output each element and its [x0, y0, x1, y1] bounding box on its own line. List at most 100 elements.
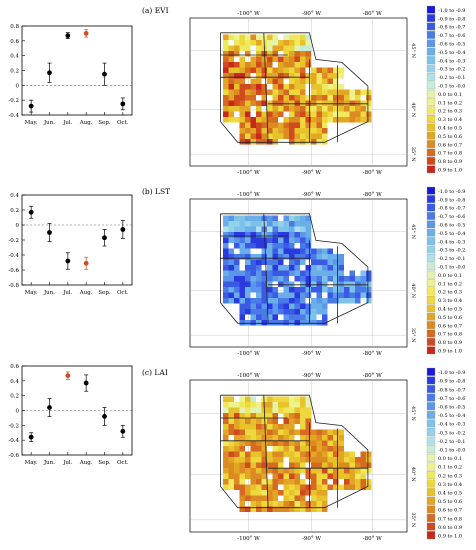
map-cell [283, 34, 289, 40]
map-cell [250, 281, 256, 287]
map-cell [300, 95, 306, 101]
map-cell [239, 451, 245, 457]
map-cell [267, 418, 273, 424]
map-cell [256, 440, 262, 446]
map-cell [261, 484, 267, 490]
map-cell [327, 484, 333, 490]
map-cell [223, 95, 229, 101]
map-cell [283, 495, 289, 501]
map-cell [261, 259, 267, 265]
map-cell [360, 468, 366, 474]
map-cell [278, 128, 284, 134]
map-cell [234, 473, 240, 479]
map-cell [223, 265, 229, 271]
map-cell [305, 111, 311, 117]
map-cell [316, 479, 322, 485]
map-cell [322, 495, 328, 501]
map-cell [355, 484, 361, 490]
map-cell [239, 479, 245, 485]
map-cell [278, 303, 284, 309]
data-point [47, 230, 52, 235]
map-cell [256, 265, 262, 271]
map-cell [223, 78, 229, 84]
legend-swatch [426, 402, 436, 411]
map-cell [283, 84, 289, 90]
map-cell [311, 451, 317, 457]
map-cell [289, 462, 295, 468]
map-cell [366, 484, 372, 490]
map-cell [234, 402, 240, 408]
map-cell [283, 451, 289, 457]
y-tick-label: 0.4 [10, 54, 19, 60]
map-cell [294, 254, 300, 260]
map-cell [333, 479, 339, 485]
map-cell [283, 226, 289, 232]
map-cell [305, 243, 311, 249]
map-cell [245, 270, 251, 276]
map-cell [305, 95, 311, 101]
legend-swatch [426, 346, 436, 355]
map-cell [322, 287, 328, 293]
map-cell [289, 40, 295, 46]
map-cell [305, 429, 311, 435]
map-cell [261, 122, 267, 128]
map-cell [267, 106, 273, 112]
map-cell [228, 84, 234, 90]
map-cell [316, 248, 322, 254]
map-cell [300, 396, 306, 402]
lon-label-bottom: -100° W [237, 536, 260, 542]
map-cell [278, 243, 284, 249]
y-tick-label: 0.2 [10, 394, 19, 400]
map-cell [294, 451, 300, 457]
map-cell [300, 117, 306, 123]
map-cell [311, 287, 317, 293]
map-cell [311, 248, 317, 254]
map-cell [294, 309, 300, 315]
map-cell [327, 117, 333, 123]
legend-label: -0.9 to -0.8 [438, 16, 465, 22]
map-cell [283, 418, 289, 424]
map-cell [223, 51, 229, 57]
map-cell [344, 89, 350, 95]
map-cell [278, 468, 284, 474]
map-cell [256, 51, 262, 57]
map-cell [294, 446, 300, 452]
legend-label: 0.8 to 0.9 [438, 525, 462, 531]
map-cell [256, 446, 262, 452]
map-cell [256, 451, 262, 457]
map-cell [245, 396, 251, 402]
map-cell [223, 243, 229, 249]
legend-label: -0.7 to -0.6 [438, 33, 465, 39]
map-cell [272, 226, 278, 232]
map-cell [256, 287, 262, 293]
map-cell [283, 429, 289, 435]
map-cell [239, 429, 245, 435]
map-cell [283, 303, 289, 309]
map-cell [245, 265, 251, 271]
map-cell [305, 78, 311, 84]
map-cell [272, 128, 278, 134]
map-cell [316, 457, 322, 463]
map-cell [278, 473, 284, 479]
map-cell [223, 287, 229, 293]
map-cell [272, 67, 278, 73]
map-cell [333, 462, 339, 468]
legend-label: 0.2 to 0.3 [438, 109, 462, 115]
map-cell [267, 221, 273, 227]
y-tick-label: 0.8 [10, 24, 19, 30]
map-cell [289, 226, 295, 232]
map-cell [283, 446, 289, 452]
x-tick-label: Jun. [43, 290, 55, 296]
lon-label-top: -90° W [302, 373, 321, 379]
data-point [83, 380, 89, 386]
map-cell [250, 243, 256, 249]
map-cell [261, 117, 267, 123]
legend-label: 0.4 to 0.5 [438, 126, 462, 132]
map-cell [283, 51, 289, 57]
data-point [120, 101, 126, 107]
legend-swatch [426, 321, 436, 329]
map-cell [311, 462, 317, 468]
map-cell [289, 128, 295, 134]
map-cell [272, 314, 278, 320]
map-cell [289, 495, 295, 501]
